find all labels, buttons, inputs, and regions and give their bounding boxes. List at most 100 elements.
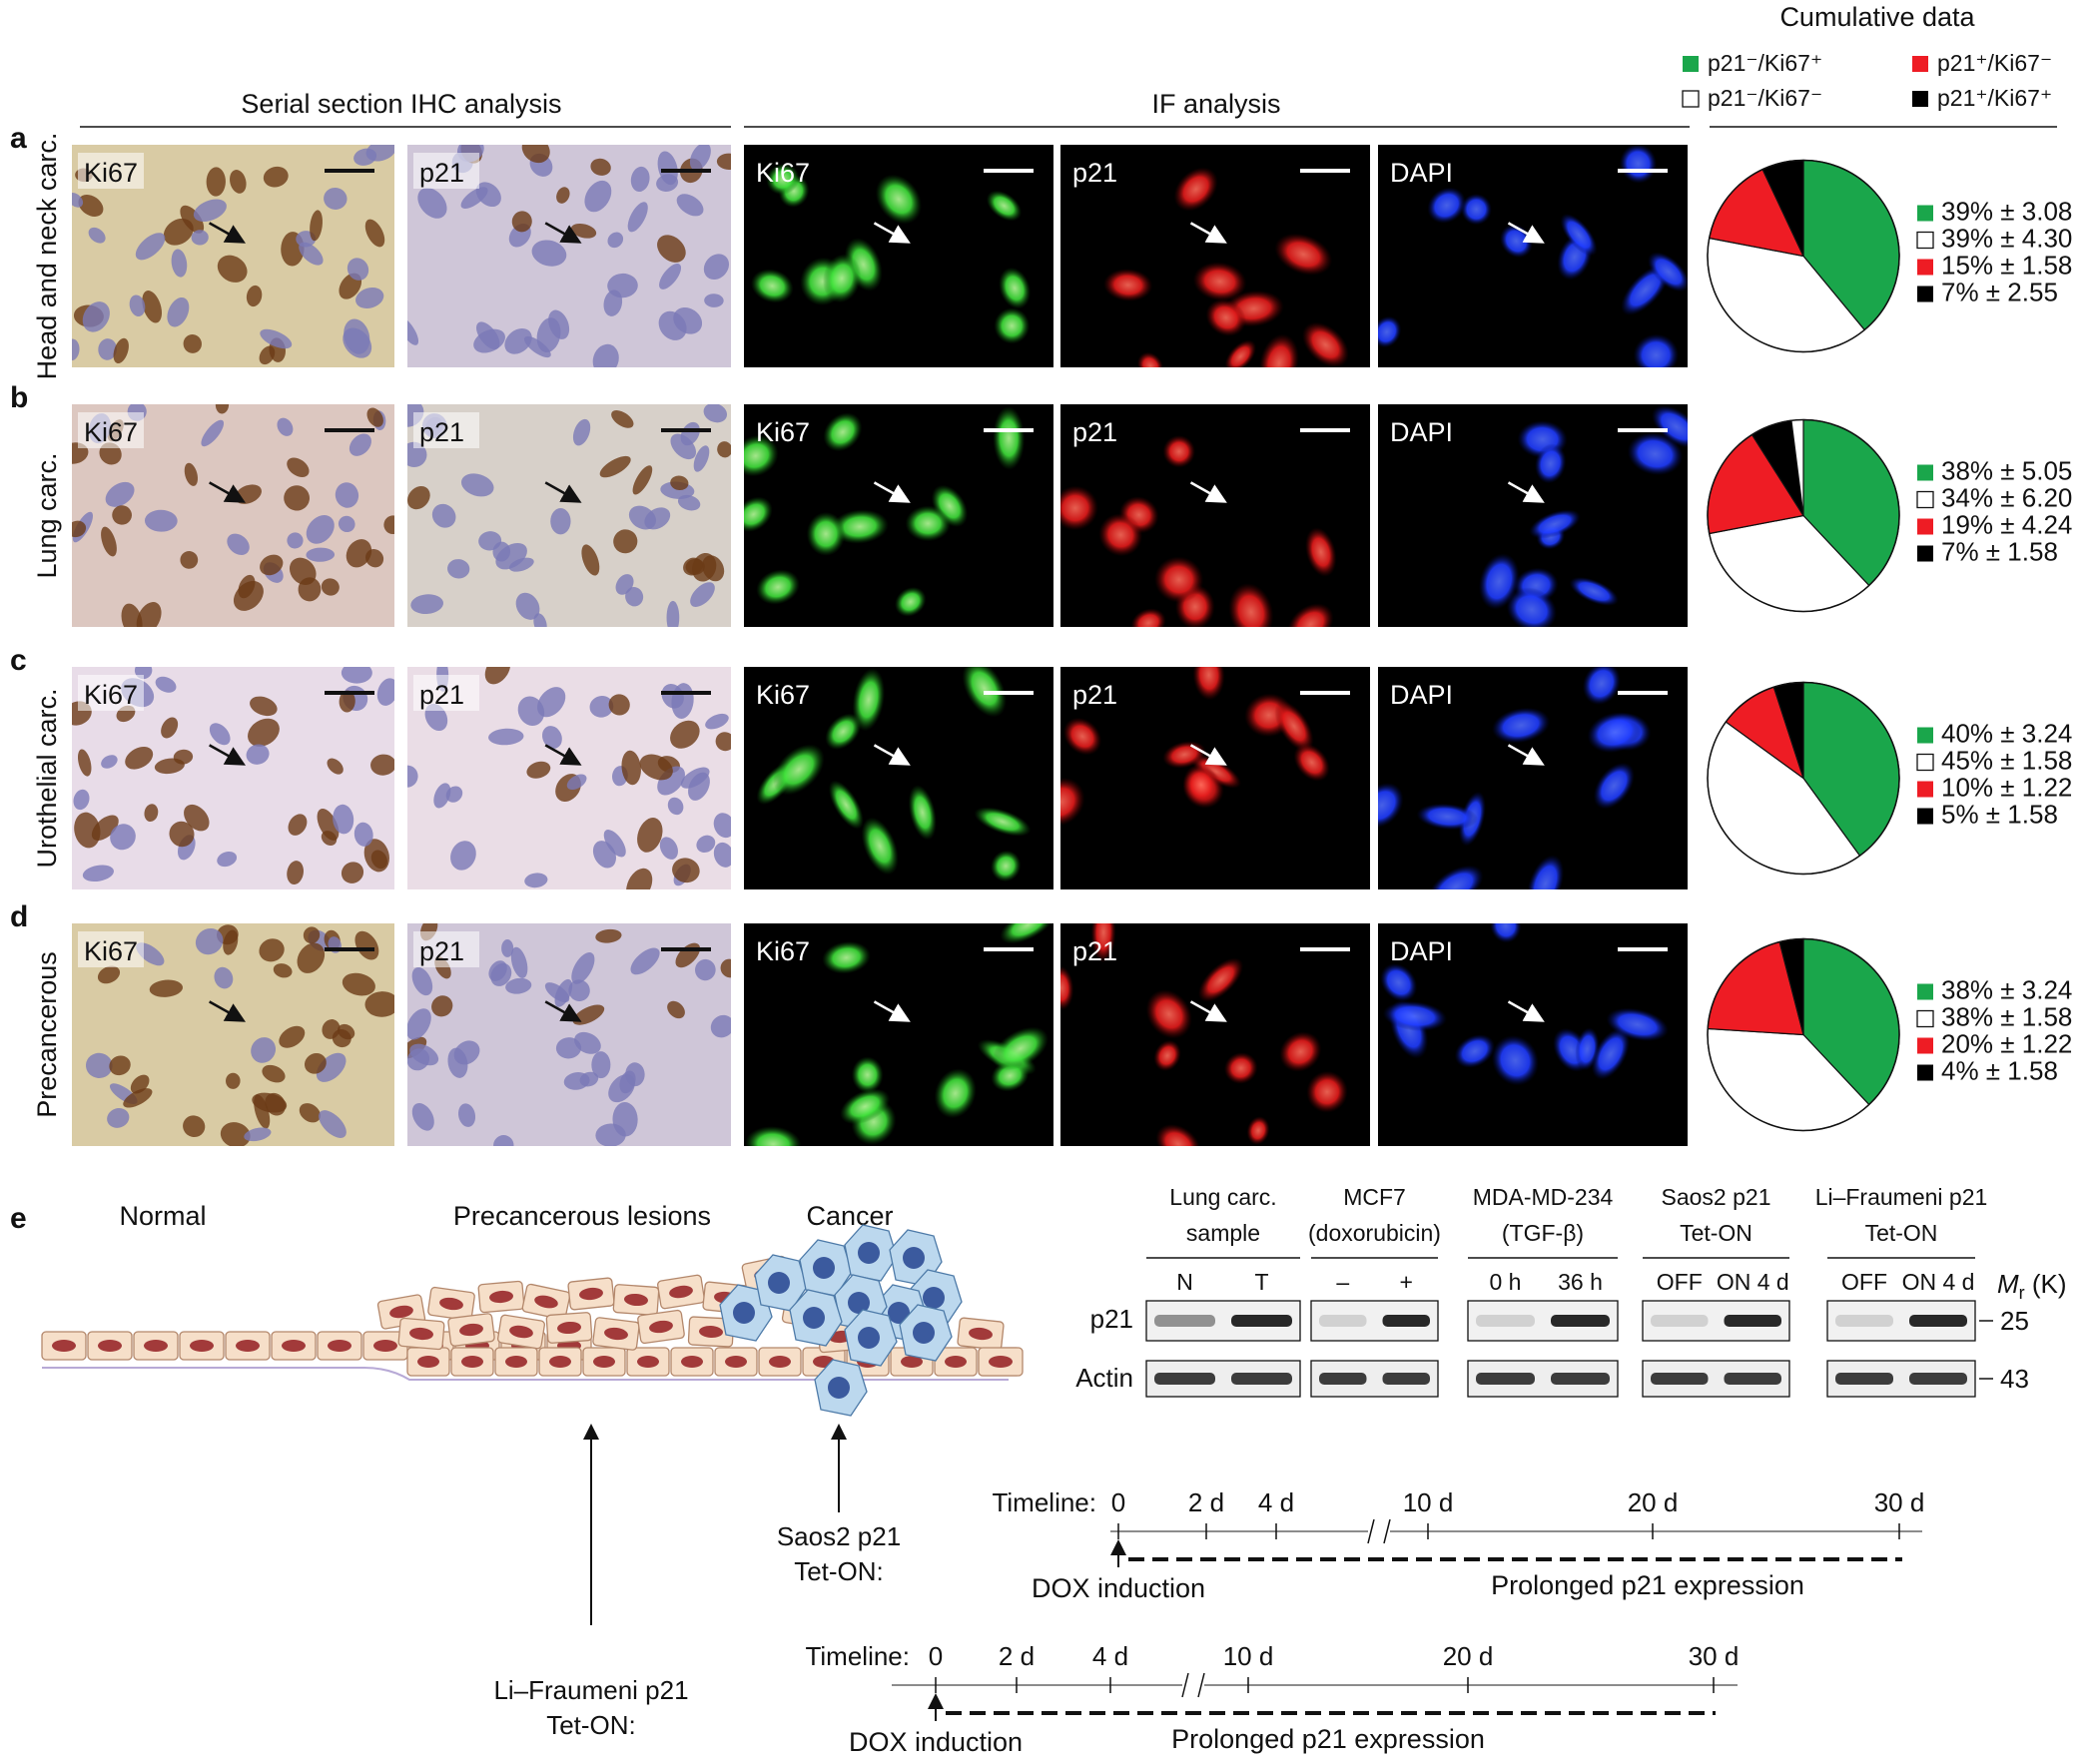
micrograph-rows: a Head and neck carc. Ki67 p21 Ki67 p21 DAPI 39… <box>10 122 2072 1146</box>
nucleus <box>621 750 641 786</box>
nucleus <box>161 717 179 739</box>
nucleus <box>772 744 825 796</box>
micrograph-d-3: Ki67 <box>744 923 1053 1146</box>
basal-cell-nucleus <box>637 1356 659 1368</box>
panel-letter-a: a <box>10 122 27 155</box>
nucleus <box>994 307 1031 344</box>
nucleus <box>349 433 371 456</box>
panel-label: Ki67 <box>84 680 138 710</box>
nucleus <box>180 205 205 234</box>
nucleus <box>183 334 202 353</box>
nucleus <box>324 187 348 210</box>
nucleus <box>625 1062 645 1087</box>
nucleus <box>667 1000 685 1019</box>
pointer-arrow <box>544 744 582 766</box>
cancer-cell-nucleus <box>923 1287 945 1309</box>
nucleus <box>363 839 389 873</box>
nucleus <box>822 254 862 303</box>
nucleus <box>260 554 284 576</box>
nucleus <box>173 749 194 765</box>
nucleus <box>155 676 177 693</box>
nucleus <box>353 822 373 847</box>
nucleus <box>287 861 305 884</box>
pointer-arrow <box>1507 222 1545 244</box>
nucleus <box>852 668 886 732</box>
normal-cell-nucleus <box>190 1340 214 1352</box>
nucleus <box>625 586 644 607</box>
ihc-title: Serial section IHC analysis <box>241 89 561 119</box>
nucleus <box>511 211 532 233</box>
tissue-label-b: Lung carc. <box>32 452 62 578</box>
nucleus <box>670 475 689 491</box>
pointer-arrow <box>1507 1000 1545 1022</box>
lesion-cell-nucleus <box>534 1295 558 1309</box>
pie-legend-swatch <box>1916 490 1934 509</box>
nucleus <box>627 202 648 233</box>
nucleus <box>495 542 527 570</box>
nucleus <box>130 1074 150 1094</box>
micrograph-content: DAPI <box>1378 923 1688 1146</box>
micrograph-d-2: p21 <box>407 923 731 1146</box>
nucleus <box>262 1064 286 1083</box>
panel-label: p21 <box>1072 936 1117 966</box>
nucleus <box>299 242 324 266</box>
nucleus <box>109 1055 131 1076</box>
nucleus <box>383 515 394 535</box>
nucleus <box>705 713 729 730</box>
blot-band-p21 <box>1154 1315 1215 1327</box>
blot-row-p21: p21 <box>1090 1304 1133 1334</box>
pie-outline <box>1707 418 1900 613</box>
nucleus <box>167 296 190 327</box>
nucleus <box>751 269 794 303</box>
nucleus <box>259 938 285 962</box>
cancer-cell-nucleus <box>913 1322 935 1344</box>
nucleus <box>227 533 250 555</box>
nucleus <box>433 783 451 809</box>
timelines: Timeline: 0 2 d 4 d 10 d 20 d 30 d DOX inductio… <box>805 1487 1924 1757</box>
nucleus <box>113 337 129 364</box>
blot-band-p21 <box>1724 1315 1781 1327</box>
panel-label: Ki67 <box>756 936 810 966</box>
nucleus <box>703 404 728 423</box>
nucleus <box>246 285 263 307</box>
micrograph-content: Ki67 <box>744 923 1053 1146</box>
pointer-arrow <box>1189 744 1227 766</box>
nucleus <box>220 1122 251 1146</box>
nucleus <box>766 163 800 196</box>
mr-unit: (K) <box>2025 1269 2067 1299</box>
nucleus <box>460 473 494 497</box>
nucleus <box>376 678 394 706</box>
stage-normal: Normal <box>119 1201 206 1231</box>
nucleus <box>1527 855 1565 889</box>
nucleus <box>962 667 1007 718</box>
nucleus <box>1062 717 1102 756</box>
nucleus <box>1491 707 1551 744</box>
nucleus <box>666 600 680 627</box>
cancer-cell-nucleus <box>828 1377 850 1399</box>
lesion-cell-nucleus <box>509 1325 533 1339</box>
nucleus <box>1302 321 1349 367</box>
micrograph-bg <box>1378 667 1688 889</box>
nucleus <box>1145 989 1192 1039</box>
nucleus <box>1582 667 1621 706</box>
nucleus <box>180 551 199 569</box>
nucleus <box>1246 1116 1270 1145</box>
nucleus <box>297 942 326 973</box>
cancer-cell-nucleus <box>803 1307 825 1329</box>
pointer-arrow <box>1507 481 1545 503</box>
pointer-arrow <box>873 1000 911 1022</box>
nucleus <box>142 291 163 323</box>
nucleus <box>505 977 532 994</box>
nucleus <box>338 1023 355 1040</box>
nucleus <box>656 174 679 192</box>
lf-label-1: Li–Fraumeni p21 <box>493 1675 688 1705</box>
nucleus <box>341 862 364 883</box>
blot-group-line1: Saos2 p21 <box>1662 1184 1771 1210</box>
pie-outline <box>1707 681 1900 876</box>
nucleus <box>184 804 210 832</box>
pointer-arrow <box>544 222 582 244</box>
nucleus <box>322 1019 341 1039</box>
nucleus <box>531 240 567 267</box>
